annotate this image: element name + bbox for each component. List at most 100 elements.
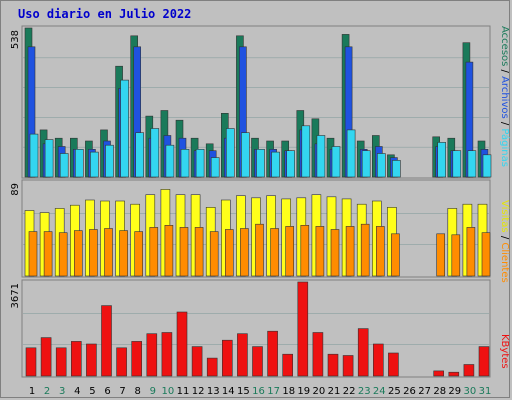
bar-kbytes-day-11 <box>176 311 188 377</box>
bar-paginas-day-20 <box>316 135 326 178</box>
bar-kbytes-day-24 <box>372 343 384 377</box>
bar-kbytes-day-2 <box>40 337 52 377</box>
bar-paginas-day-30 <box>467 150 477 178</box>
bar-paginas-day-14 <box>226 128 235 178</box>
bar-clientes-day-18 <box>285 226 295 277</box>
x-label-day-15: 15 <box>237 386 250 397</box>
bar-kbytes-day-25 <box>388 352 399 377</box>
bar-kbytes-day-20 <box>312 332 324 377</box>
bar-clientes-day-24 <box>375 226 385 277</box>
bar-clientes-day-19 <box>300 225 310 277</box>
bar-clientes-day-31 <box>481 232 491 277</box>
bar-clientes-day-23 <box>360 223 370 277</box>
bar-paginas-day-11 <box>180 149 190 178</box>
x-label-day-14: 14 <box>222 386 235 397</box>
bar-paginas-day-4 <box>75 149 84 178</box>
x-label-day-22: 22 <box>343 386 356 397</box>
x-label-day-1: 1 <box>29 386 35 397</box>
bar-kbytes-day-1 <box>25 347 37 377</box>
bar-clientes-day-4 <box>74 230 83 277</box>
bar-kbytes-day-30 <box>463 364 475 377</box>
legend-top: Accesos / Archivos / Páginas <box>499 26 511 167</box>
x-label-day-10: 10 <box>162 386 175 397</box>
bar-kbytes-day-12 <box>191 346 203 377</box>
bar-paginas-day-1 <box>29 133 39 178</box>
bar-clientes-day-14 <box>225 229 234 277</box>
bar-kbytes-day-5 <box>86 343 97 377</box>
x-label-day-23: 23 <box>358 386 371 397</box>
x-label-day-31: 31 <box>479 386 492 397</box>
x-label-day-3: 3 <box>59 386 65 397</box>
x-label-day-6: 6 <box>104 386 110 397</box>
legend-clientes: Clientes <box>499 242 510 282</box>
bar-clientes-day-20 <box>315 226 325 277</box>
bar-paginas-day-17 <box>271 151 280 178</box>
bar-paginas-day-24 <box>376 153 386 178</box>
x-label-day-12: 12 <box>192 386 205 397</box>
bar-paginas-day-8 <box>135 132 144 178</box>
bar-kbytes-day-21 <box>327 353 339 377</box>
bar-paginas-day-22 <box>346 129 356 178</box>
bar-kbytes-day-28 <box>433 370 445 377</box>
bar-clientes-day-6 <box>104 228 113 277</box>
bar-clientes-day-30 <box>466 227 476 277</box>
bar-paginas-day-28 <box>437 142 447 178</box>
x-label-day-21: 21 <box>328 386 341 397</box>
bar-paginas-day-5 <box>90 151 99 178</box>
top-ymax-label: 538 <box>10 30 21 49</box>
x-label-day-28: 28 <box>433 386 446 397</box>
legend-accesos: Accesos <box>499 26 510 66</box>
bar-paginas-day-19 <box>301 125 311 178</box>
x-label-day-4: 4 <box>74 386 80 397</box>
bar-clientes-day-28 <box>436 233 446 277</box>
bar-paginas-day-23 <box>361 150 371 178</box>
legend-sep-2: / <box>499 119 510 129</box>
bar-kbytes-day-14 <box>222 339 233 377</box>
x-label-day-5: 5 <box>89 386 95 397</box>
x-label-day-9: 9 <box>150 386 156 397</box>
middle-ymax-label: 89 <box>10 183 21 196</box>
bar-clientes-day-3 <box>58 232 68 277</box>
bar-clientes-day-15 <box>240 228 249 277</box>
x-label-day-29: 29 <box>448 386 461 397</box>
bars <box>24 27 492 377</box>
x-label-day-24: 24 <box>373 386 386 397</box>
bar-kbytes-day-22 <box>342 355 354 377</box>
bar-paginas-day-21 <box>331 146 341 178</box>
bar-kbytes-day-7 <box>116 347 127 377</box>
bar-kbytes-day-9 <box>146 333 158 377</box>
bar-clientes-day-1 <box>28 231 38 277</box>
x-label-day-16: 16 <box>252 386 265 397</box>
legend-paginas: Páginas <box>499 128 511 167</box>
chart-title: Uso diario en Julio 2022 <box>18 7 192 21</box>
x-label-day-19: 19 <box>297 386 310 397</box>
bar-kbytes-day-19 <box>297 281 309 377</box>
x-label-day-2: 2 <box>44 386 50 397</box>
bar-paginas-day-16 <box>256 149 265 178</box>
x-label-day-13: 13 <box>207 386 220 397</box>
x-label-day-27: 27 <box>418 386 431 397</box>
x-label-day-30: 30 <box>464 386 477 397</box>
x-label-day-7: 7 <box>119 386 125 397</box>
x-axis-labels: 1 2 3 4 5 6 7 8 9 10 11 12 13 14 15 16 17 18 19 20 21 22 23 24 2… <box>29 386 492 397</box>
bar-clientes-day-13 <box>209 231 219 277</box>
legend-sep-1: / <box>499 66 510 76</box>
bar-kbytes-day-29 <box>448 371 460 377</box>
legend-archivos: Archivos <box>499 76 510 119</box>
bar-clientes-day-9 <box>149 227 159 277</box>
x-label-day-26: 26 <box>403 386 416 397</box>
bar-clientes-day-22 <box>345 226 355 277</box>
bar-paginas-day-10 <box>165 144 175 178</box>
bar-clientes-day-2 <box>43 231 53 277</box>
bar-paginas-day-7 <box>120 79 129 178</box>
bar-clientes-day-21 <box>330 229 340 277</box>
bar-kbytes-day-18 <box>282 353 294 377</box>
bar-paginas-day-2 <box>44 139 54 178</box>
bar-clientes-day-10 <box>164 225 174 277</box>
bar-clientes-day-16 <box>255 223 264 277</box>
x-label-day-25: 25 <box>388 386 401 397</box>
bar-paginas-day-9 <box>150 128 160 178</box>
bar-paginas-day-3 <box>59 153 69 178</box>
x-label-day-17: 17 <box>267 386 280 397</box>
